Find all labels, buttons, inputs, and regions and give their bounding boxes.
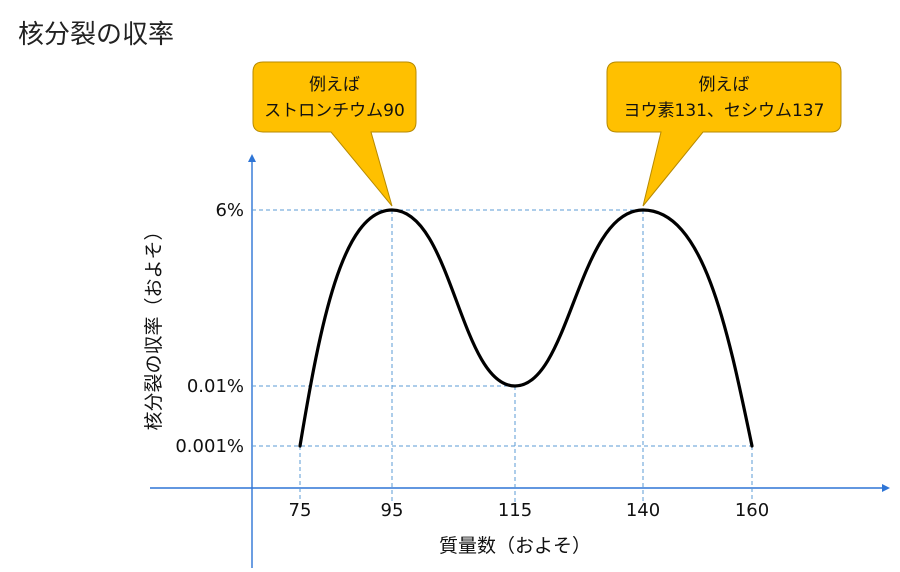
x-tick-label: 115 bbox=[498, 500, 532, 521]
chart-title: 核分裂の収率 bbox=[18, 20, 175, 50]
y-tick-label: 6% bbox=[215, 200, 244, 221]
x-tick-label: 140 bbox=[626, 500, 660, 521]
x-tick-label: 75 bbox=[289, 500, 312, 521]
callout-text: ヨウ素131、セシウム137 bbox=[624, 101, 825, 121]
y-axis-label: 核分裂の収率（およそ） bbox=[143, 221, 165, 430]
callout-text: 例えば bbox=[699, 75, 750, 95]
y-tick-label: 0.001% bbox=[175, 436, 244, 457]
x-axis-label: 質量数（およそ） bbox=[439, 535, 591, 557]
y-tick-label: 0.01% bbox=[187, 376, 244, 397]
callout-text: 例えば bbox=[309, 75, 360, 95]
x-tick-label: 160 bbox=[735, 500, 769, 521]
callout-text: ストロンチウム90 bbox=[264, 101, 405, 121]
yield-curve bbox=[298, 208, 754, 448]
callout-bubble bbox=[252, 61, 417, 207]
x-tick-label: 95 bbox=[381, 500, 404, 521]
callout-bubble bbox=[606, 61, 842, 207]
